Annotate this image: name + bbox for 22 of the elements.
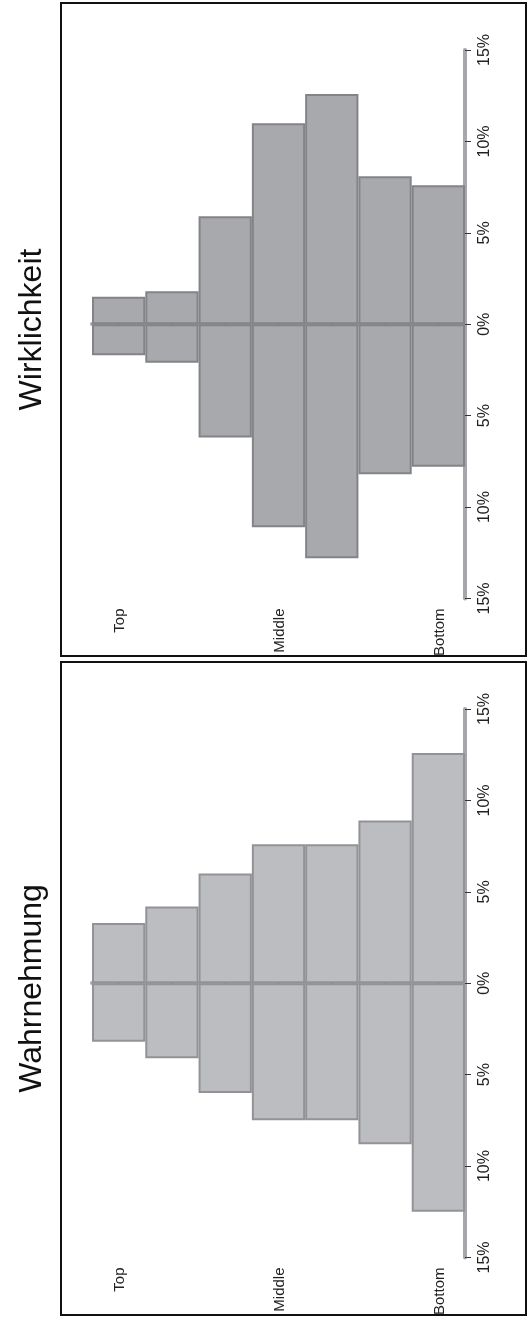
y-tick-label: 5%: [474, 1063, 492, 1087]
y-tick-label: 10%: [474, 784, 492, 817]
y-tick-label: 5%: [474, 404, 492, 428]
x-tick-label: Top: [110, 608, 128, 633]
y-tick-label: 15%: [474, 692, 492, 726]
y-tick-label: 15%: [474, 1241, 492, 1274]
y-tick-label: 10%: [474, 125, 492, 158]
y-tick-label: 0%: [474, 971, 492, 995]
y-tick-label: 15%: [474, 582, 492, 615]
y-tick-label: 5%: [474, 221, 492, 245]
y-tick-label: 10%: [474, 1150, 492, 1183]
text: Wahrnehmung: [12, 884, 48, 1093]
x-tick-label: Middle: [270, 1267, 287, 1312]
x-tick-label: Top: [110, 1267, 128, 1292]
x-tick-label: Bottom: [429, 1267, 447, 1316]
y-tick-label: 0%: [474, 312, 492, 336]
y-tick-label: 15%: [474, 33, 492, 67]
y-tick-label: 5%: [474, 880, 492, 904]
x-tick-label: Middle: [270, 608, 287, 653]
text: Wirklichkeit: [12, 248, 48, 411]
x-tick-label: Bottom: [429, 608, 447, 657]
y-tick-label: 10%: [474, 491, 492, 524]
